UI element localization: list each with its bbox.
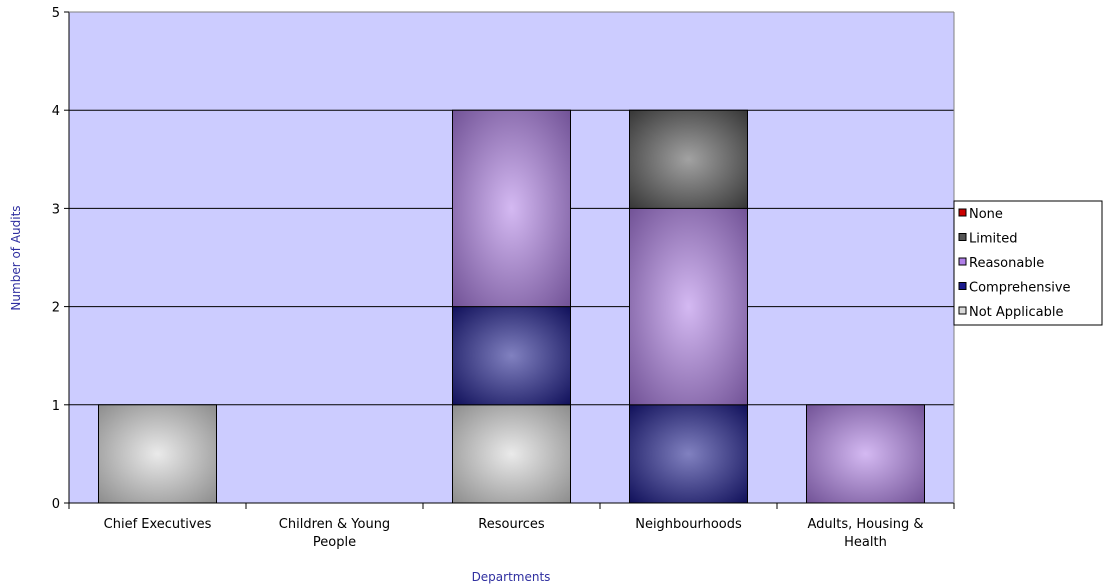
legend-swatch bbox=[958, 257, 967, 266]
bar-segment-reasonable bbox=[629, 207, 748, 406]
bar-segment-reasonable bbox=[452, 109, 571, 308]
legend-swatch bbox=[958, 208, 967, 217]
legend-label: Not Applicable bbox=[969, 305, 1064, 320]
legend-label: Reasonable bbox=[969, 256, 1044, 271]
legend: None Limited Reasonable Comprehensive Not Ap… bbox=[953, 200, 1103, 326]
bar-segment-comprehensive bbox=[629, 404, 748, 504]
y-axis-title: Number of Audits bbox=[9, 205, 23, 310]
bars bbox=[98, 109, 925, 504]
y-tick-label: 4 bbox=[52, 104, 60, 119]
legend-swatch bbox=[958, 282, 967, 290]
bar-segment-not-applicable bbox=[452, 404, 571, 504]
x-axis-title: Departments bbox=[472, 570, 551, 584]
y-tick-label: 2 bbox=[52, 301, 60, 316]
y-tick-labels: 0 1 2 3 4 5 bbox=[52, 6, 69, 512]
x-category-label: Children & Young People bbox=[279, 517, 390, 550]
y-tick-label: 1 bbox=[52, 399, 60, 414]
bar-segment-limited bbox=[629, 109, 748, 209]
y-tick-label: 5 bbox=[52, 6, 60, 21]
legend-label: Limited bbox=[969, 232, 1017, 247]
legend-swatch bbox=[958, 306, 967, 315]
x-category-labels: Chief Executives Children & Young People Re… bbox=[104, 517, 924, 550]
x-category-label: Neighbourhoods bbox=[635, 517, 742, 532]
bar-segment-reasonable bbox=[806, 404, 925, 504]
bar-segment-not-applicable bbox=[98, 404, 217, 504]
legend-swatch bbox=[958, 233, 967, 241]
y-tick-label: 0 bbox=[52, 497, 60, 512]
bar-segment-comprehensive bbox=[452, 306, 571, 406]
y-tick-label: 3 bbox=[52, 202, 60, 217]
x-category-label: Resources bbox=[478, 517, 545, 532]
legend-box bbox=[953, 200, 1103, 326]
legend-label: Comprehensive bbox=[969, 281, 1071, 296]
x-category-label: Adults, Housing & Health bbox=[807, 517, 923, 550]
x-category-label: Chief Executives bbox=[104, 517, 212, 532]
legend-label: None bbox=[969, 207, 1003, 222]
